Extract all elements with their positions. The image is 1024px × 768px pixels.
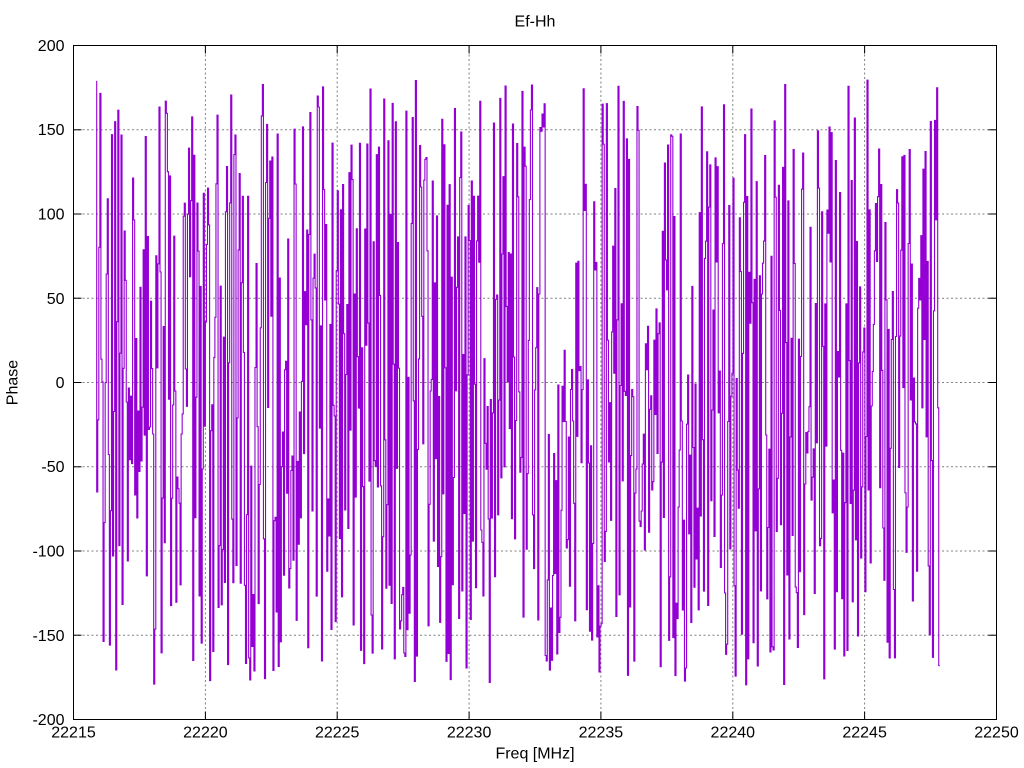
svg-text:22225: 22225 — [315, 725, 360, 742]
svg-text:200: 200 — [38, 38, 65, 55]
svg-text:-150: -150 — [32, 628, 64, 645]
svg-text:0: 0 — [56, 375, 65, 392]
svg-text:22230: 22230 — [447, 725, 492, 742]
svg-text:22220: 22220 — [183, 725, 228, 742]
svg-text:22240: 22240 — [711, 725, 756, 742]
svg-text:22215: 22215 — [51, 725, 96, 742]
svg-text:100: 100 — [38, 207, 65, 224]
svg-text:50: 50 — [47, 291, 65, 308]
svg-text:22245: 22245 — [842, 725, 887, 742]
svg-text:Phase: Phase — [5, 360, 22, 405]
svg-text:Freq [MHz]: Freq [MHz] — [495, 746, 574, 763]
svg-text:150: 150 — [38, 122, 65, 139]
svg-text:22235: 22235 — [579, 725, 624, 742]
svg-text:Ef-Hh: Ef-Hh — [515, 14, 556, 31]
svg-text:22250: 22250 — [974, 725, 1019, 742]
svg-text:-50: -50 — [41, 459, 64, 476]
svg-text:-200: -200 — [32, 712, 64, 729]
svg-text:-100: -100 — [32, 544, 64, 561]
